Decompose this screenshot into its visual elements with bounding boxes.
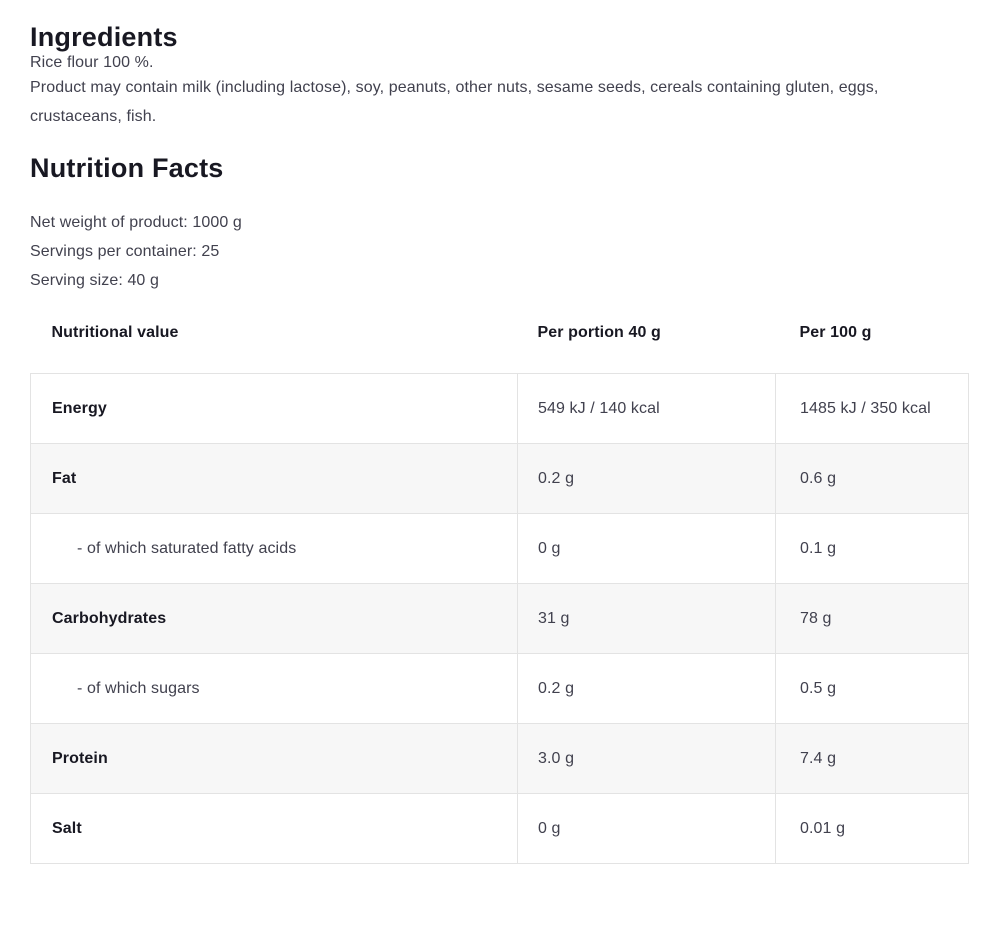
nutrient-label: Fat [30, 443, 518, 514]
per-portion-value: 0 g [517, 793, 776, 864]
per-portion-value: 0.2 g [517, 443, 776, 514]
servings-per-container-text: Servings per container: 25 [30, 243, 220, 260]
per-100g-value: 1485 kJ / 350 kcal [775, 373, 969, 444]
nutrient-label: Salt [30, 793, 518, 864]
nutrient-label: Carbohydrates [30, 583, 518, 654]
nutrition-facts-heading: Nutrition Facts [30, 153, 224, 183]
per-portion-value: 549 kJ / 140 kcal [517, 373, 776, 444]
column-header-per-100g: Per 100 g [799, 324, 872, 341]
ingredients-heading: Ingredients [30, 22, 178, 52]
nutrient-label: Energy [30, 373, 518, 444]
per-portion-value: 0.2 g [517, 653, 776, 724]
net-weight-text: Net weight of product: 1000 g [30, 214, 242, 231]
per-portion-value: 0 g [517, 513, 776, 584]
nutrient-label: - of which saturated fatty acids [30, 513, 518, 584]
serving-size-text: Serving size: 40 g [30, 272, 159, 289]
table-row: - of which sugars 0.2 g 0.5 g [30, 653, 969, 724]
per-100g-value: 0.01 g [775, 793, 969, 864]
allergen-notice-text: Product may contain milk (including lact… [30, 79, 879, 125]
table-row: Protein 3.0 g 7.4 g [30, 723, 969, 794]
product-details-page: Ingredients Rice flour 100 %. Product ma… [30, 22, 969, 864]
table-row: Carbohydrates 31 g 78 g [30, 583, 969, 654]
nutrition-table: Nutritional value Per portion 40 g Per 1… [30, 324, 969, 864]
nutrient-label: Protein [30, 723, 518, 794]
nutrition-table-body: Energy 549 kJ / 140 kcal 1485 kJ / 350 kca… [30, 373, 969, 864]
per-portion-value: 31 g [517, 583, 776, 654]
per-100g-value: 0.1 g [775, 513, 969, 584]
table-row: Salt 0 g 0.01 g [30, 793, 969, 864]
per-100g-value: 7.4 g [775, 723, 969, 794]
table-row: Fat 0.2 g 0.6 g [30, 443, 969, 514]
column-header-nutritional-value: Nutritional value [51, 324, 179, 341]
per-100g-value: 0.6 g [775, 443, 969, 514]
table-row: Energy 549 kJ / 140 kcal 1485 kJ / 350 kca… [30, 373, 969, 444]
serving-info: Net weight of product: 1000 g Servings p… [30, 208, 968, 295]
table-header-row: Nutritional value Per portion 40 g Per 1… [31, 324, 969, 374]
column-header-per-portion: Per portion 40 g [537, 324, 661, 341]
per-100g-value: 0.5 g [775, 653, 969, 724]
per-portion-value: 3.0 g [517, 723, 776, 794]
table-row: - of which saturated fatty acids 0 g 0.1 g [30, 513, 969, 584]
ingredients-composition-text: Rice flour 100 %. [30, 54, 154, 71]
nutrient-label: - of which sugars [30, 653, 518, 724]
per-100g-value: 78 g [775, 583, 969, 654]
